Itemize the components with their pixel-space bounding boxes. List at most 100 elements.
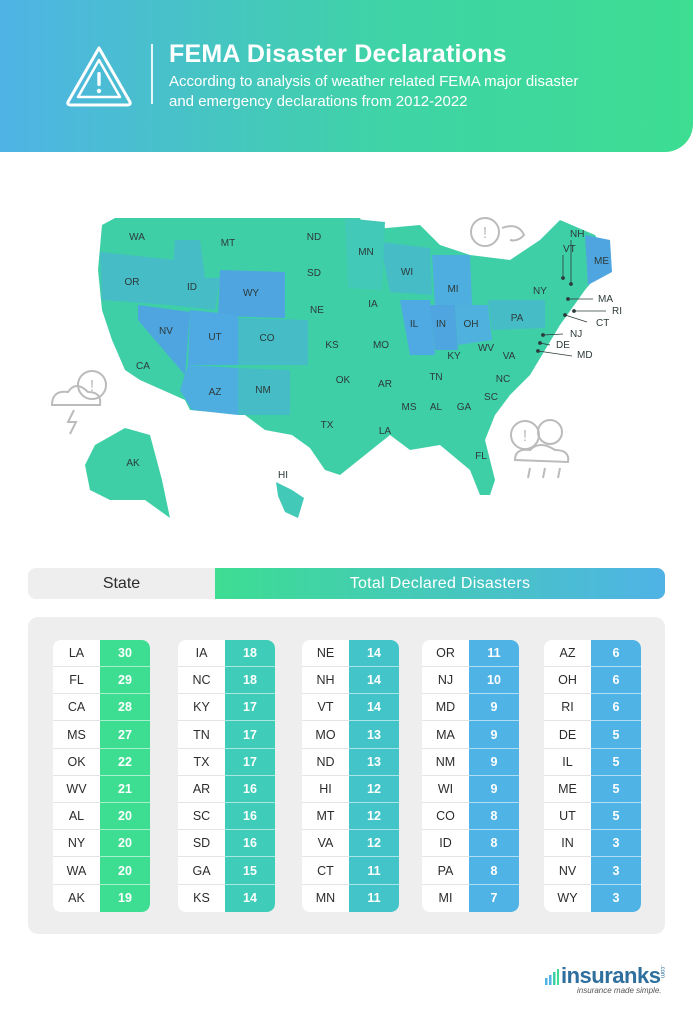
map-label-mi: MI bbox=[447, 284, 458, 295]
row-divider bbox=[469, 693, 519, 695]
table-row: VT 14 bbox=[302, 694, 399, 722]
state-code: NC bbox=[192, 673, 211, 688]
disaster-count: 17 bbox=[243, 754, 257, 769]
table-row: IL 5 bbox=[544, 749, 641, 776]
table-row: WA 20 bbox=[53, 858, 150, 885]
value-bar bbox=[349, 640, 399, 912]
row-divider bbox=[591, 774, 641, 776]
state-code: SC bbox=[192, 809, 211, 824]
map-label-mn: MN bbox=[358, 247, 374, 258]
table-row: NC 18 bbox=[178, 667, 275, 695]
map-label-oh: OH bbox=[464, 319, 479, 330]
cloud-icon: ! bbox=[470, 217, 526, 247]
table-row: CA 28 bbox=[53, 694, 150, 722]
table-row: HI 12 bbox=[302, 776, 399, 803]
state-code: PA bbox=[437, 863, 454, 878]
disaster-count: 17 bbox=[243, 700, 257, 715]
disaster-count: 8 bbox=[490, 836, 498, 851]
disaster-count: 8 bbox=[490, 809, 498, 824]
row-divider bbox=[100, 666, 150, 667]
row-divider bbox=[225, 829, 275, 831]
table-row: CT 11 bbox=[302, 858, 399, 885]
state-code: WA bbox=[66, 863, 87, 878]
row-divider bbox=[225, 693, 275, 695]
state-code: HI bbox=[319, 782, 332, 796]
map-state-nv bbox=[138, 305, 190, 375]
table-row: VA 12 bbox=[302, 830, 399, 858]
row-divider bbox=[100, 856, 150, 858]
map-label-nj: NJ bbox=[570, 329, 582, 340]
disaster-count: 9 bbox=[490, 727, 498, 742]
table-row: ID 8 bbox=[422, 830, 519, 858]
ranking-column: IA 18 NC 18 KY 17 TN 17 TX 17 AR 16 SC 16 SD 16 GA 15 KS 14 bbox=[178, 640, 275, 912]
state-code: MA bbox=[436, 727, 455, 742]
disaster-count: 18 bbox=[243, 646, 257, 660]
state-code: MT bbox=[316, 809, 335, 824]
row-divider bbox=[302, 802, 349, 803]
row-divider bbox=[469, 802, 519, 803]
map-state-co bbox=[238, 318, 308, 365]
row-divider bbox=[469, 720, 519, 722]
ranking-column: LA 30 FL 29 CA 28 MS 27 OK 22 WV 21 AL 20 NY 20 WA 20 AK 19 bbox=[53, 640, 150, 912]
map-label-wi: WI bbox=[401, 267, 413, 278]
row-divider bbox=[469, 883, 519, 885]
disaster-count: 5 bbox=[612, 727, 620, 742]
disaster-count: 11 bbox=[487, 646, 501, 660]
map-label-tn: TN bbox=[429, 372, 442, 383]
row-divider bbox=[302, 883, 349, 885]
state-code: WY bbox=[557, 890, 578, 905]
disaster-count: 3 bbox=[612, 863, 620, 878]
logo-suffix: .com bbox=[659, 965, 665, 979]
map-state-nm bbox=[238, 368, 290, 415]
map-label-wv: WV bbox=[478, 343, 494, 354]
row-divider bbox=[544, 802, 591, 803]
header-banner: FEMA Disaster Declarations According to … bbox=[0, 0, 693, 152]
disaster-count: 16 bbox=[243, 782, 257, 796]
disaster-count: 5 bbox=[612, 782, 620, 796]
table-row: UT 5 bbox=[544, 803, 641, 831]
disaster-count: 20 bbox=[118, 863, 132, 878]
state-code: NE bbox=[316, 646, 335, 660]
map-label-mo: MO bbox=[373, 340, 389, 351]
map-label-or: OR bbox=[125, 277, 140, 288]
row-divider bbox=[53, 802, 100, 803]
state-code: CA bbox=[67, 700, 86, 715]
row-divider bbox=[100, 883, 150, 885]
table-row: NV 3 bbox=[544, 858, 641, 885]
map-label-nm: NM bbox=[255, 385, 271, 396]
map-label-vt: VT bbox=[563, 244, 576, 255]
table-row: ME 5 bbox=[544, 776, 641, 803]
row-divider bbox=[422, 747, 469, 749]
map-label-nv: NV bbox=[159, 326, 173, 337]
table-row: SD 16 bbox=[178, 830, 275, 858]
row-divider bbox=[302, 693, 349, 695]
page-subtitle: According to analysis of weather related… bbox=[169, 73, 579, 110]
row-divider bbox=[225, 802, 275, 803]
disaster-count: 20 bbox=[118, 836, 132, 851]
map-state-id bbox=[170, 240, 220, 310]
row-divider bbox=[349, 883, 399, 885]
row-divider bbox=[422, 666, 469, 667]
row-divider bbox=[302, 829, 349, 831]
logo-wordmark: insuranks bbox=[561, 963, 661, 988]
disaster-count: 3 bbox=[612, 836, 620, 851]
row-divider bbox=[349, 802, 399, 803]
disaster-count: 14 bbox=[367, 700, 381, 715]
row-divider bbox=[544, 883, 591, 885]
insuranks-logo: insuranks .com insurance made simple. bbox=[545, 963, 670, 997]
map-state-mi bbox=[432, 255, 472, 308]
map-label-ut: UT bbox=[208, 332, 221, 343]
table-row: IN 3 bbox=[544, 830, 641, 858]
row-divider bbox=[302, 747, 349, 749]
disaster-count: 14 bbox=[367, 646, 381, 660]
row-divider bbox=[544, 774, 591, 776]
table-row: OK 22 bbox=[53, 749, 150, 776]
map-label-sd: SD bbox=[307, 268, 321, 279]
value-bar bbox=[100, 640, 150, 912]
row-divider bbox=[591, 693, 641, 695]
state-code: OK bbox=[67, 754, 86, 769]
disaster-count: 22 bbox=[118, 754, 132, 769]
row-divider bbox=[53, 747, 100, 749]
table-row: AZ 6 bbox=[544, 640, 641, 667]
row-divider bbox=[349, 747, 399, 749]
